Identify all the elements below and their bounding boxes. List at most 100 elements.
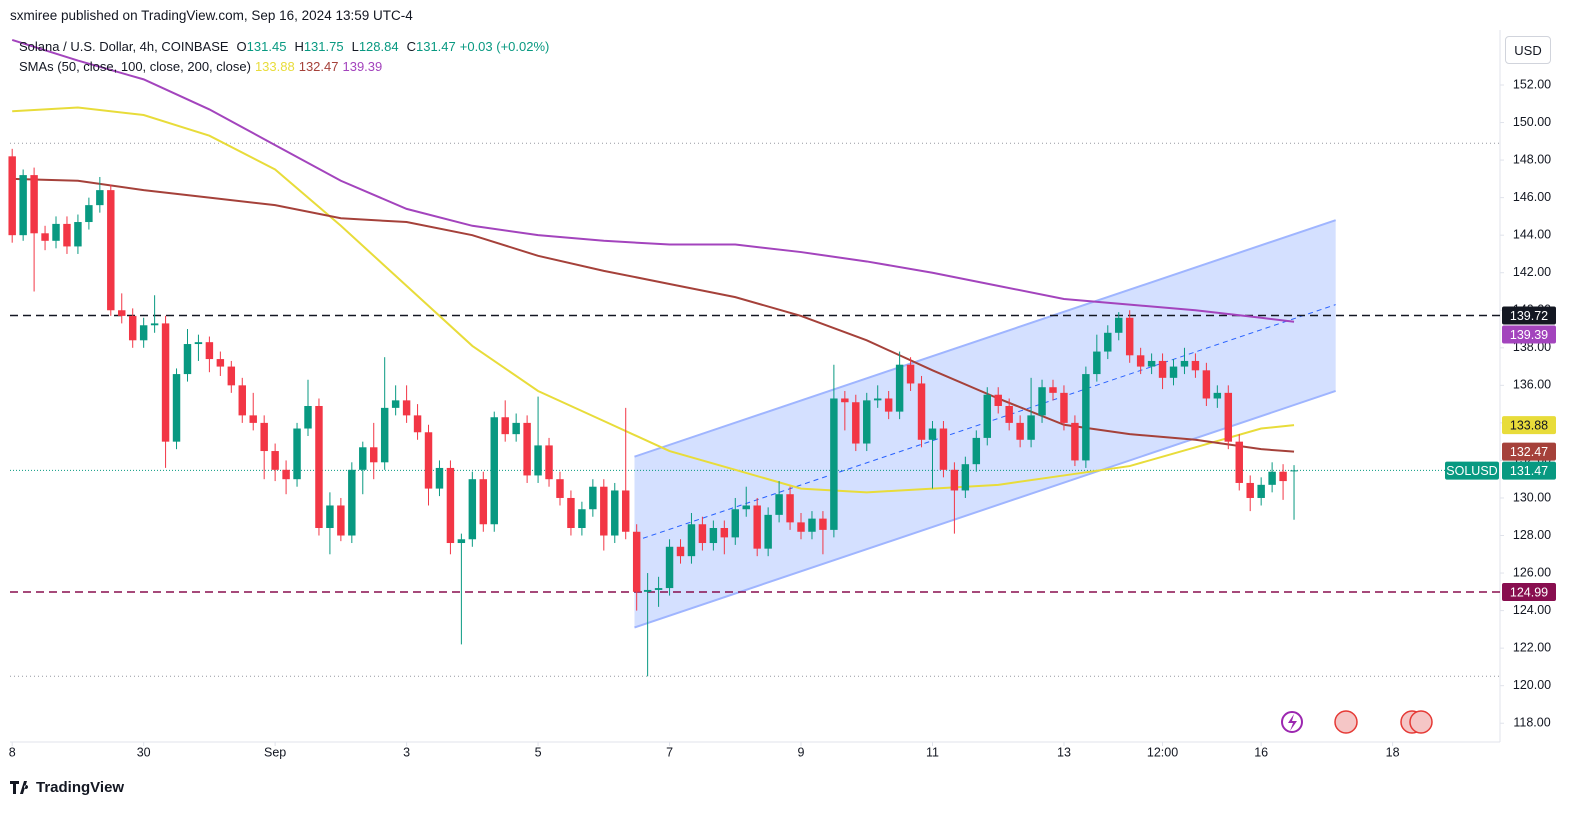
ohlc-value: 128.84 bbox=[358, 39, 399, 54]
candle-body bbox=[1147, 360, 1156, 367]
candle-body bbox=[63, 223, 71, 247]
sma-value: 132.47 bbox=[298, 59, 339, 74]
candle-body bbox=[501, 417, 509, 435]
candle-body bbox=[293, 428, 301, 480]
candle-body bbox=[808, 518, 816, 532]
ohlc-value: 131.45 bbox=[246, 39, 287, 54]
price-tag-label: 139.72 bbox=[1510, 309, 1548, 323]
candle-body bbox=[841, 398, 849, 403]
indicator-legend: SMAs (50, close, 100, close, 200, close)… bbox=[19, 59, 382, 74]
price-tag bbox=[1502, 461, 1556, 480]
candle-body bbox=[1279, 471, 1287, 482]
y-tick-label: 124.00 bbox=[1513, 603, 1551, 617]
candle-body bbox=[654, 588, 663, 590]
candle-body bbox=[19, 175, 27, 236]
candle-body bbox=[74, 222, 82, 247]
candle-body bbox=[1016, 422, 1024, 440]
candle-body bbox=[764, 514, 772, 549]
channel-lower bbox=[634, 390, 1336, 629]
sma-line bbox=[12, 177, 1295, 453]
currency-button[interactable]: USD bbox=[1505, 36, 1551, 64]
ohlc-label: O bbox=[236, 39, 247, 54]
ticker-tag-label: SOLUSD bbox=[1446, 464, 1497, 478]
candle-body bbox=[1224, 392, 1233, 442]
sma-line bbox=[11, 38, 1295, 323]
ohlc-item: O131.45 bbox=[237, 39, 287, 54]
candle-body bbox=[271, 451, 279, 470]
candle-body bbox=[545, 445, 553, 480]
candle-body bbox=[194, 342, 203, 345]
candle-body bbox=[567, 497, 575, 529]
candle-body bbox=[512, 422, 520, 435]
candle-body bbox=[150, 323, 159, 326]
candle-body bbox=[753, 505, 761, 549]
channel-upper bbox=[634, 219, 1336, 458]
candle-body bbox=[304, 405, 312, 429]
candle-body bbox=[8, 156, 16, 236]
candle-body bbox=[709, 528, 718, 544]
candle-body bbox=[578, 509, 586, 529]
candle-body bbox=[468, 479, 477, 540]
candle-body bbox=[1235, 441, 1243, 483]
candle-body bbox=[227, 366, 236, 386]
candle-body bbox=[632, 531, 641, 592]
x-tick-label: 8 bbox=[9, 745, 16, 759]
candle-body bbox=[1071, 422, 1079, 461]
candle-body bbox=[621, 490, 630, 532]
price-tag bbox=[1502, 442, 1556, 461]
x-tick-label: Sep bbox=[264, 745, 286, 759]
y-tick-label: 118.00 bbox=[1513, 716, 1550, 730]
candle-body bbox=[972, 437, 981, 465]
brand-logo bbox=[10, 781, 29, 794]
candle-body bbox=[216, 359, 225, 367]
ohlc-label: L bbox=[351, 39, 359, 54]
candle-body bbox=[402, 400, 411, 416]
candle-body bbox=[1038, 387, 1046, 416]
candle-body bbox=[359, 447, 367, 470]
candle-body bbox=[413, 415, 422, 433]
candle-body bbox=[611, 490, 619, 536]
candle-body bbox=[337, 505, 345, 536]
candle-body bbox=[1093, 351, 1101, 375]
x-tick-label: 11 bbox=[926, 745, 939, 759]
change-value: +0.03 (+0.02%) bbox=[459, 39, 550, 54]
candle-body bbox=[600, 486, 608, 536]
candle-body bbox=[852, 402, 860, 444]
price-tag-label: 132.47 bbox=[1510, 445, 1548, 459]
candle-body bbox=[161, 323, 170, 442]
y-tick-label: 138.00 bbox=[1513, 340, 1551, 354]
y-tick-label: 136.00 bbox=[1513, 378, 1551, 392]
candle-body bbox=[41, 233, 49, 241]
candle-body bbox=[1125, 317, 1134, 356]
x-tick-label: 7 bbox=[666, 745, 673, 759]
candle-body bbox=[1213, 392, 1222, 399]
x-tick-label: 5 bbox=[535, 745, 542, 759]
candle-body bbox=[52, 223, 60, 241]
candle-body bbox=[534, 445, 542, 476]
price-tag bbox=[1502, 583, 1556, 602]
candle-body bbox=[742, 505, 750, 510]
price-tag-label: 131.47 bbox=[1510, 464, 1548, 478]
ohlc-label: H bbox=[294, 39, 304, 54]
event-icons bbox=[1281, 710, 1433, 734]
candle-body bbox=[819, 518, 827, 530]
candle-body bbox=[183, 344, 192, 375]
candle-body bbox=[786, 494, 794, 523]
candle-body bbox=[457, 539, 466, 544]
ohlc-value: 131.75 bbox=[303, 39, 344, 54]
y-tick-label: 150.00 bbox=[1513, 115, 1551, 129]
sma-line bbox=[12, 106, 1295, 494]
sma-value: 133.88 bbox=[254, 59, 295, 74]
x-tick-label: 30 bbox=[137, 745, 151, 759]
x-tick-label: 3 bbox=[403, 745, 410, 759]
candle-body bbox=[370, 447, 378, 463]
event-icon[interactable] bbox=[1409, 710, 1433, 734]
candle-body bbox=[720, 528, 729, 538]
event-icon[interactable] bbox=[1334, 710, 1358, 734]
candle-body bbox=[1202, 370, 1211, 399]
candle-body bbox=[1082, 374, 1090, 461]
ohlc-item: H131.75 bbox=[294, 39, 343, 54]
y-tick-label: 144.00 bbox=[1513, 227, 1551, 241]
candle-body bbox=[260, 422, 268, 452]
